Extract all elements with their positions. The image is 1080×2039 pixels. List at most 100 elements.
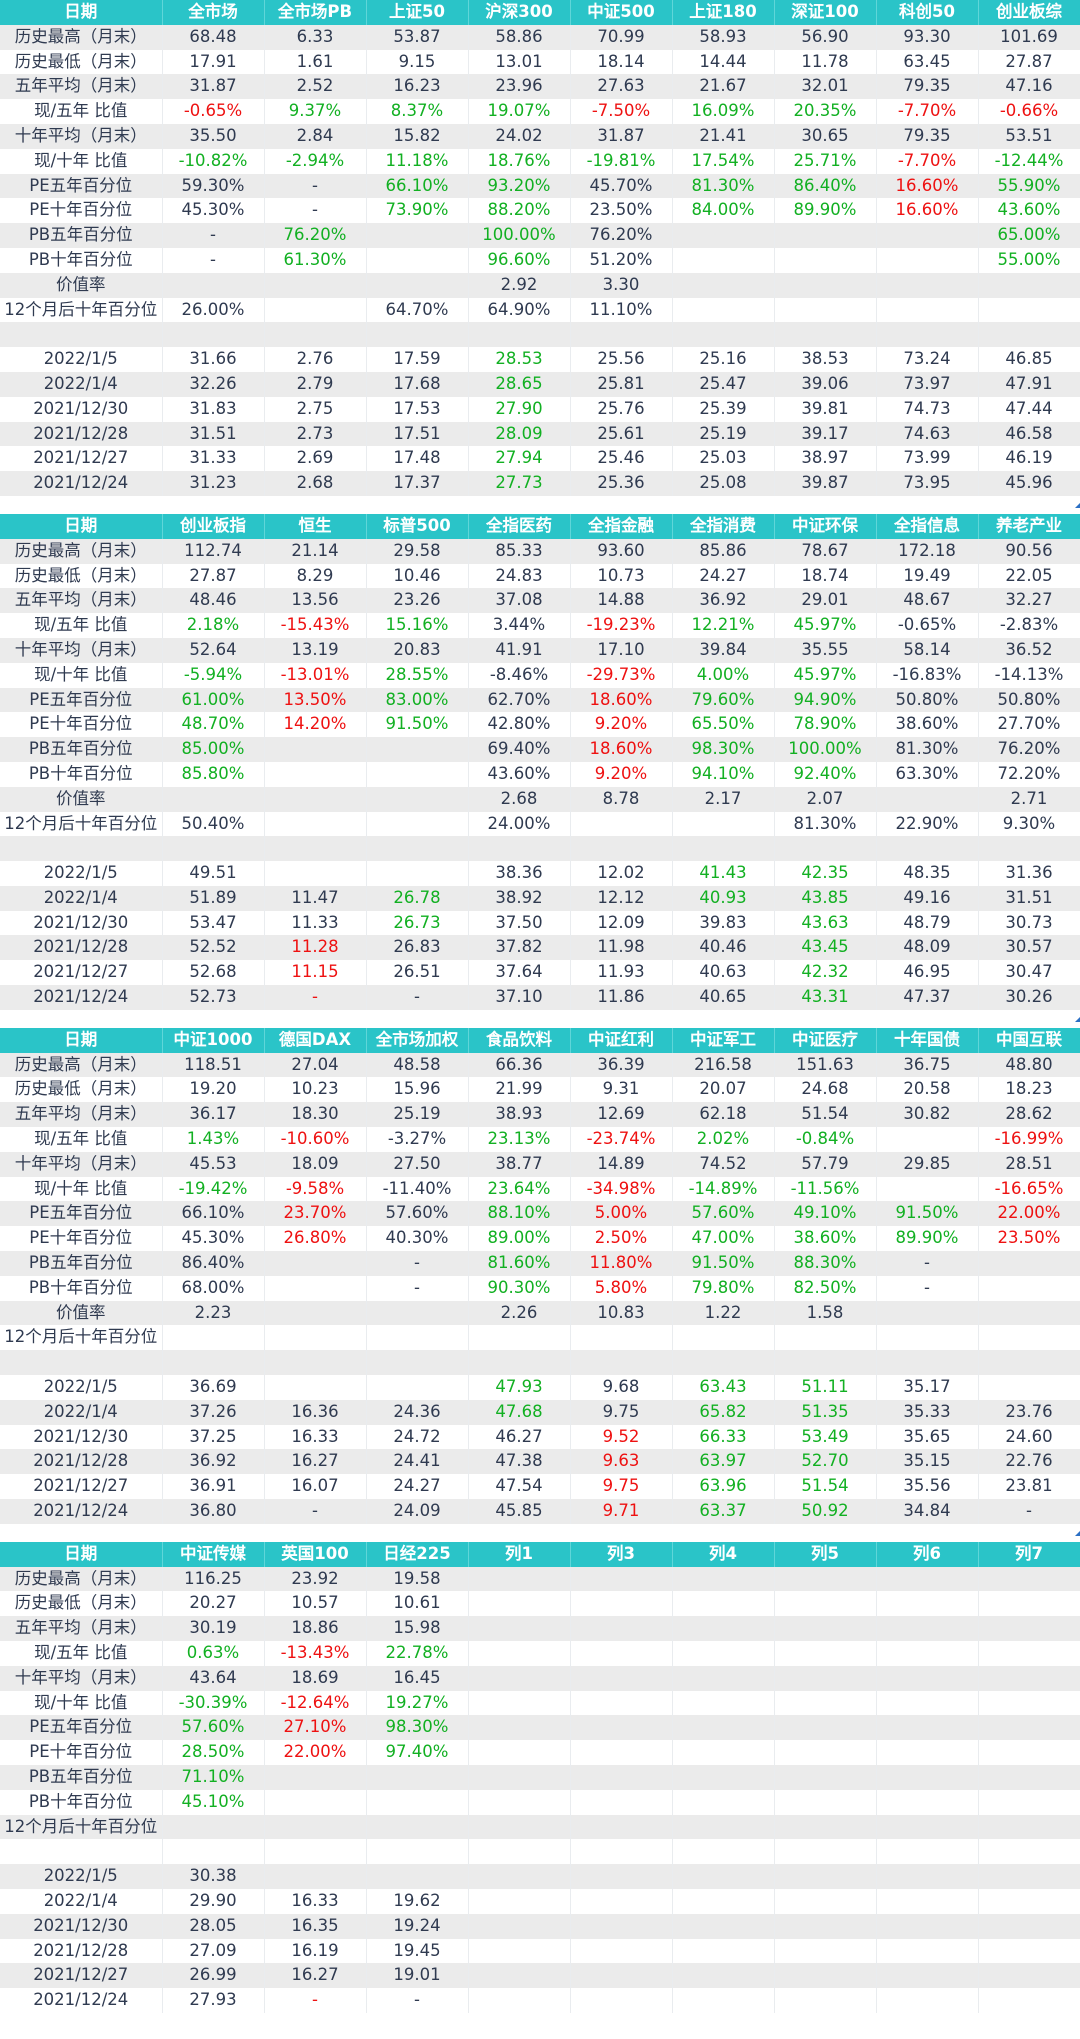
table-cell[interactable]: 63.96: [672, 1474, 775, 1500]
table-cell[interactable]: 70.99: [570, 24, 673, 50]
table-cell[interactable]: [570, 1963, 673, 1989]
table-cell[interactable]: 25.08: [672, 471, 775, 496]
table-cell[interactable]: 66.10%: [366, 173, 469, 199]
table-cell[interactable]: 41.91: [468, 637, 571, 663]
table-cell[interactable]: 9.75: [570, 1399, 673, 1425]
table-cell[interactable]: 9.37%: [264, 99, 367, 124]
table-cell[interactable]: 73.99: [876, 446, 979, 472]
table-cell[interactable]: [774, 1715, 877, 1741]
table-cell[interactable]: [570, 1864, 673, 1889]
table-cell[interactable]: [876, 1300, 979, 1326]
table-cell[interactable]: [468, 1938, 571, 1964]
table-cell[interactable]: 94.90%: [774, 687, 877, 713]
table-cell[interactable]: 37.64: [468, 960, 571, 986]
table-cell[interactable]: 25.47: [672, 371, 775, 397]
table-cell[interactable]: [672, 223, 775, 248]
table-cell[interactable]: 32.26: [162, 371, 265, 397]
table-cell[interactable]: [570, 1641, 673, 1666]
row-label-cell[interactable]: [0, 1350, 163, 1376]
table-cell[interactable]: [264, 836, 367, 862]
row-label-cell[interactable]: PE十年百分位: [0, 712, 163, 738]
table-cell[interactable]: -0.65%: [162, 99, 265, 124]
table-cell[interactable]: -: [366, 1251, 469, 1276]
table-cell[interactable]: 35.17: [876, 1375, 979, 1400]
table-cell[interactable]: 48.67: [876, 588, 979, 614]
table-cell[interactable]: -11.40%: [366, 1176, 469, 1202]
table-cell[interactable]: 35.33: [876, 1399, 979, 1425]
table-cell[interactable]: 39.84: [672, 637, 775, 663]
table-cell[interactable]: 22.00%: [978, 1201, 1080, 1227]
table-cell[interactable]: 46.27: [468, 1424, 571, 1450]
table-cell[interactable]: 112.74: [162, 538, 265, 564]
table-cell[interactable]: [774, 297, 877, 323]
table-cell[interactable]: 16.27: [264, 1963, 367, 1989]
table-cell[interactable]: 43.60%: [978, 198, 1080, 224]
table-cell[interactable]: 35.50: [162, 123, 265, 149]
table-cell[interactable]: 16.60%: [876, 198, 979, 224]
table-cell[interactable]: [468, 1740, 571, 1765]
table-cell[interactable]: 45.85: [468, 1499, 571, 1524]
table-cell[interactable]: [978, 1789, 1080, 1815]
table-cell[interactable]: 9.31: [570, 1077, 673, 1103]
table-cell[interactable]: 30.82: [876, 1102, 979, 1128]
table-cell[interactable]: -11.56%: [774, 1176, 877, 1202]
table-cell[interactable]: 27.87: [162, 563, 265, 589]
table-cell[interactable]: [570, 811, 673, 837]
table-cell[interactable]: [366, 272, 469, 298]
table-cell[interactable]: [468, 1715, 571, 1741]
table-cell[interactable]: 52.70: [774, 1449, 877, 1475]
table-cell[interactable]: -19.81%: [570, 148, 673, 174]
table-cell[interactable]: 25.39: [672, 396, 775, 422]
table-cell[interactable]: [876, 1591, 979, 1617]
table-cell[interactable]: [264, 786, 367, 812]
table-cell[interactable]: 36.80: [162, 1499, 265, 1524]
column-header-date[interactable]: 日期: [0, 1541, 163, 1567]
table-cell[interactable]: [468, 1988, 571, 2013]
row-label-cell[interactable]: 2022/1/4: [0, 885, 163, 911]
table-cell[interactable]: [978, 1963, 1080, 1989]
table-cell[interactable]: [570, 1690, 673, 1716]
table-cell[interactable]: 49.16: [876, 885, 979, 911]
table-cell[interactable]: [978, 1300, 1080, 1326]
column-header[interactable]: 科创50: [876, 0, 979, 25]
table-cell[interactable]: [672, 1764, 775, 1790]
row-label-cell[interactable]: 2022/1/4: [0, 1399, 163, 1425]
row-label-cell[interactable]: 2021/12/30: [0, 910, 163, 936]
column-header[interactable]: 日经225: [366, 1541, 469, 1567]
table-cell[interactable]: 27.04: [264, 1052, 367, 1078]
table-cell[interactable]: 52.73: [162, 985, 265, 1010]
table-cell[interactable]: 47.16: [978, 74, 1080, 100]
table-cell[interactable]: [366, 761, 469, 787]
table-cell[interactable]: 19.07%: [468, 99, 571, 124]
table-cell[interactable]: [876, 1325, 979, 1351]
table-cell[interactable]: 69.40%: [468, 737, 571, 762]
table-cell[interactable]: 51.54: [774, 1102, 877, 1128]
table-cell[interactable]: 23.81: [978, 1474, 1080, 1500]
table-cell[interactable]: 13.56: [264, 588, 367, 614]
table-cell[interactable]: [774, 1789, 877, 1815]
row-label-cell[interactable]: 12个月后十年百分位: [0, 1814, 163, 1840]
table-cell[interactable]: 19.20: [162, 1077, 265, 1103]
table-cell[interactable]: [468, 1764, 571, 1790]
table-cell[interactable]: 46.19: [978, 446, 1080, 472]
row-label-cell[interactable]: 2022/1/4: [0, 371, 163, 397]
table-cell[interactable]: 17.10: [570, 637, 673, 663]
table-cell[interactable]: 94.10%: [672, 761, 775, 787]
table-cell[interactable]: 25.81: [570, 371, 673, 397]
table-cell[interactable]: 28.62: [978, 1102, 1080, 1128]
table-cell[interactable]: 20.58: [876, 1077, 979, 1103]
table-cell[interactable]: 32.01: [774, 74, 877, 100]
table-cell[interactable]: 16.07: [264, 1474, 367, 1500]
table-cell[interactable]: 28.09: [468, 421, 571, 447]
row-label-cell[interactable]: PE五年百分位: [0, 173, 163, 199]
table-cell[interactable]: 88.30%: [774, 1251, 877, 1276]
table-cell[interactable]: [672, 1839, 775, 1865]
table-cell[interactable]: -9.58%: [264, 1176, 367, 1202]
table-cell[interactable]: 53.49: [774, 1424, 877, 1450]
table-cell[interactable]: 29.58: [366, 538, 469, 564]
table-cell[interactable]: 48.09: [876, 935, 979, 961]
row-label-cell[interactable]: PE十年百分位: [0, 1740, 163, 1765]
row-label-cell[interactable]: PB五年百分位: [0, 1764, 163, 1790]
table-cell[interactable]: 101.69: [978, 24, 1080, 50]
row-label-cell[interactable]: 2021/12/24: [0, 1499, 163, 1524]
